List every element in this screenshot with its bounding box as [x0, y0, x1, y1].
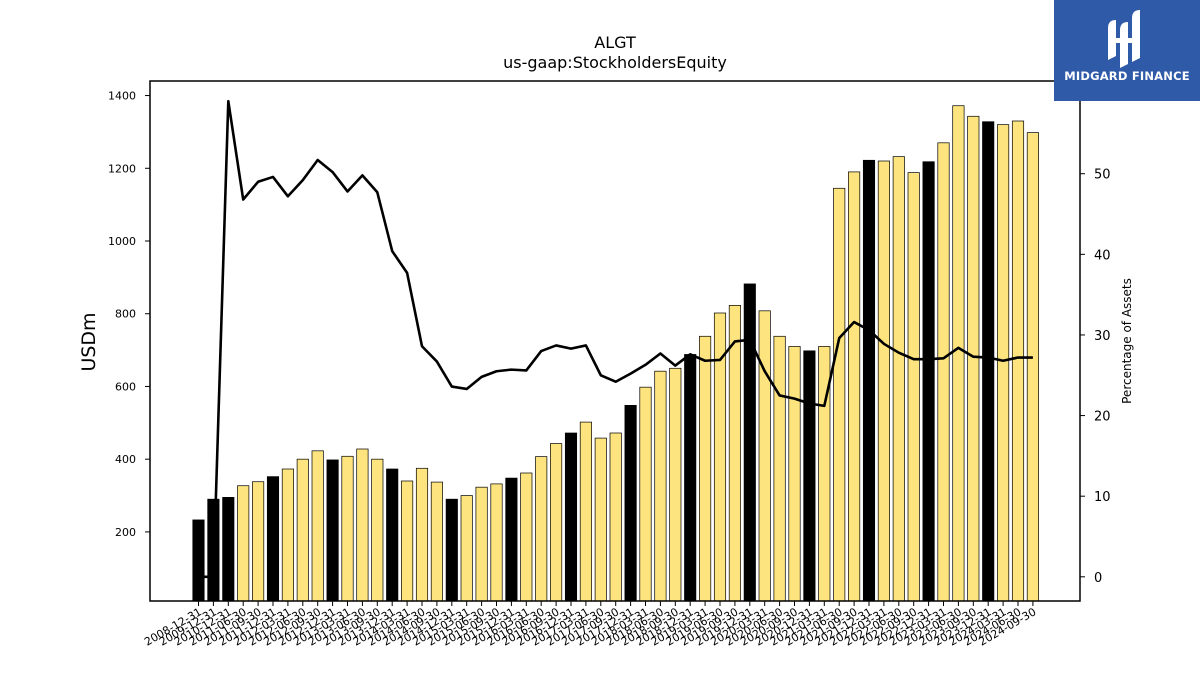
bar: [460, 495, 473, 602]
y-axis-right-label: Percentage of Assets: [1120, 278, 1134, 404]
logo-text: MIDGARD FINANCE: [1064, 69, 1190, 83]
bar: [788, 346, 801, 602]
bar: [669, 367, 682, 602]
bar: [1011, 120, 1025, 602]
bar: [430, 481, 443, 602]
midgard-finance-logo: MIDGARD FINANCE: [1054, 0, 1200, 101]
bar: [341, 455, 354, 602]
bar: [579, 421, 592, 602]
bar: [535, 456, 548, 602]
bar: [684, 354, 697, 602]
bar: [699, 335, 712, 602]
bar: [237, 485, 250, 602]
bar: [594, 437, 607, 602]
bar: [952, 105, 965, 602]
y-axis-left-label: USDm: [78, 312, 100, 371]
bar: [654, 370, 667, 602]
bar: [922, 161, 935, 602]
bar: [862, 159, 876, 602]
y-right-tick-label: 10: [1094, 490, 1111, 505]
bar: [520, 472, 533, 602]
bar: [296, 458, 309, 602]
bar: [252, 481, 265, 602]
bar: [639, 386, 652, 602]
bar: [773, 335, 786, 602]
y-right-tick-label: 30: [1094, 329, 1111, 344]
bar: [415, 467, 429, 602]
bar: [967, 115, 980, 602]
bar: [728, 305, 741, 602]
bar: [907, 172, 920, 602]
chart-subtitle: us-gaap:StockholdersEquity: [503, 53, 727, 72]
bar: [564, 432, 578, 602]
line-layer: [198, 99, 1033, 579]
y-left-tick-label: 600: [115, 380, 136, 393]
y-right-tick-label: 50: [1094, 168, 1111, 183]
bar: [937, 142, 950, 602]
y-left-tick-label: 1000: [108, 235, 136, 248]
bar: [877, 160, 890, 602]
bar: [356, 448, 369, 602]
bar: [803, 350, 816, 602]
bar: [505, 477, 518, 602]
y-right-tick-label: 0: [1094, 571, 1102, 586]
y-left-tick-label: 1200: [108, 162, 136, 175]
bar: [609, 432, 622, 602]
bar: [848, 171, 861, 602]
axes-layer: 200400600800100012001400010203040502008-…: [108, 80, 1111, 649]
bar: [982, 121, 995, 602]
bar: [266, 476, 280, 602]
bar: [892, 156, 905, 602]
bar: [624, 405, 637, 602]
bar: [743, 283, 756, 602]
bar: [1026, 132, 1039, 602]
bar: [401, 480, 414, 602]
percentage-of-assets-line: [198, 99, 1033, 579]
bar: [550, 443, 563, 602]
bar: [475, 486, 488, 602]
y-right-tick-label: 20: [1094, 410, 1111, 425]
chart-title: ALGT: [594, 33, 636, 52]
bars-layer: [192, 105, 1039, 602]
bar: [222, 497, 235, 602]
bar: [490, 483, 503, 602]
bar: [371, 458, 384, 602]
bar: [326, 459, 339, 602]
y-left-tick-label: 800: [115, 308, 136, 321]
bar: [758, 310, 771, 602]
y-left-tick-label: 200: [115, 526, 136, 539]
bar: [997, 124, 1010, 602]
plot-frame: [149, 80, 1081, 602]
bar: [386, 468, 399, 602]
bar: [311, 450, 324, 602]
y-right-tick-label: 40: [1094, 248, 1111, 263]
bar: [833, 187, 846, 602]
y-left-tick-label: 400: [115, 453, 136, 466]
midgard-mark-icon: [1108, 10, 1140, 68]
bar: [192, 519, 205, 602]
y-left-tick-label: 1400: [108, 90, 136, 103]
bar: [281, 468, 294, 602]
bar: [445, 498, 458, 602]
